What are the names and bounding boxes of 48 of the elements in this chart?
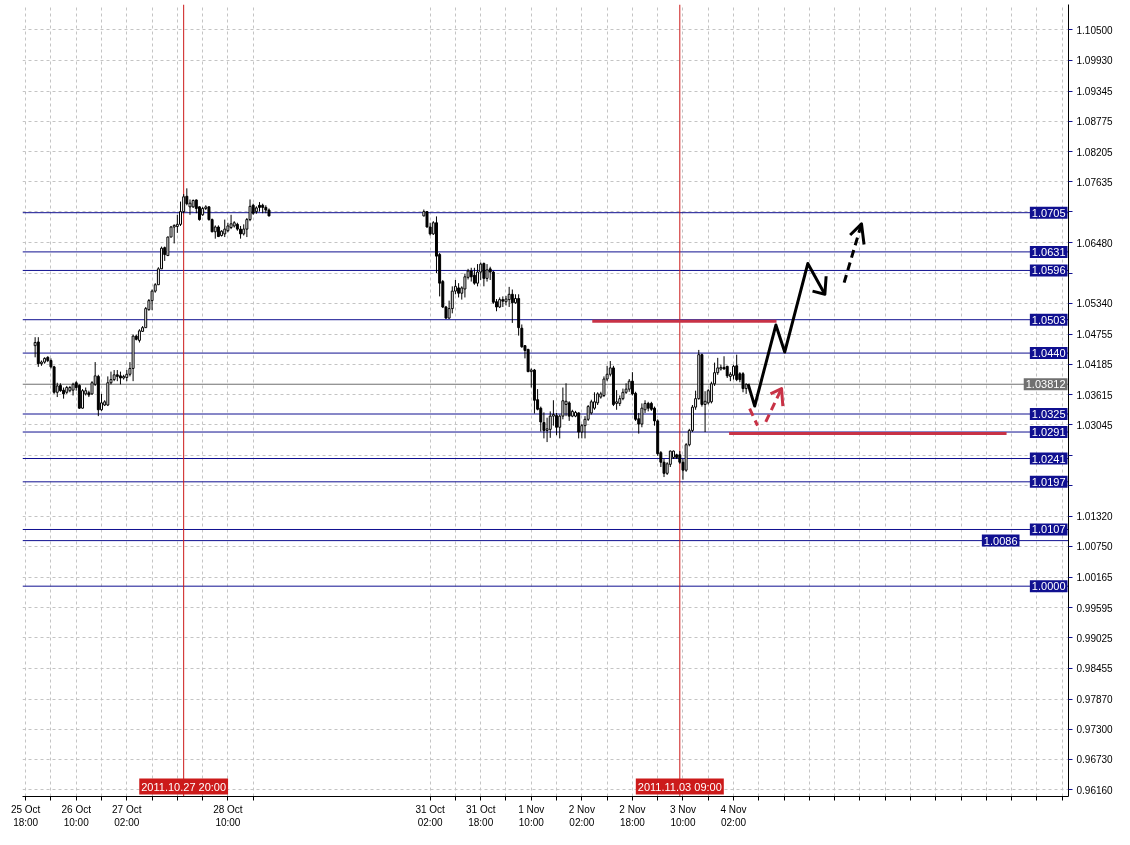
y-tick-label: 1.03045 bbox=[1076, 419, 1114, 431]
x-tick-label: 1 Nov 10:00 bbox=[518, 803, 545, 828]
y-tick-label: 1.07635 bbox=[1076, 176, 1114, 188]
x-tick-label: 25 Oct 18:00 bbox=[10, 803, 41, 828]
ref-line-label: 1.0197 bbox=[1031, 475, 1066, 488]
y-tick-label: 1.00165 bbox=[1076, 572, 1114, 584]
y-tick-label: 0.98455 bbox=[1076, 663, 1114, 675]
y-tick-label: 1.05340 bbox=[1076, 298, 1114, 310]
y-tick-label: 1.00750 bbox=[1076, 541, 1114, 553]
y-tick-label: 1.08205 bbox=[1076, 146, 1114, 158]
x-tick-label: 3 Nov 10:00 bbox=[669, 803, 697, 828]
y-tick-label: 1.04755 bbox=[1076, 329, 1114, 341]
y-tick-label: 0.99595 bbox=[1076, 602, 1114, 614]
x-tick-label: 2 Nov 18:00 bbox=[619, 803, 646, 828]
ref-line-label: 1.0107 bbox=[1031, 523, 1066, 536]
y-tick-label: 0.97300 bbox=[1076, 724, 1114, 736]
ref-line-label: 1.0705 bbox=[1031, 206, 1066, 219]
ref-line-label: 1.0291 bbox=[1031, 426, 1066, 439]
ref-line-label: 2011.10.27 20:00 bbox=[141, 780, 227, 793]
x-tick-label: 28 Oct 10:00 bbox=[213, 803, 243, 828]
y-tick-label: 1.10500 bbox=[1076, 24, 1114, 36]
y-tick-label: 1.06480 bbox=[1076, 237, 1114, 249]
x-tick-label: 4 Nov 02:00 bbox=[720, 803, 747, 828]
y-tick-label: 1.04185 bbox=[1076, 359, 1114, 371]
ref-line-label: 1.0086 bbox=[983, 534, 1018, 547]
y-tick-label: 1.09930 bbox=[1076, 55, 1114, 67]
ref-line-label: 2011.11.03 09:00 bbox=[637, 780, 722, 793]
ref-line-label: 1.0631 bbox=[1031, 245, 1066, 258]
x-tick-label: 27 Oct 02:00 bbox=[112, 803, 142, 828]
y-tick-label: 0.96160 bbox=[1076, 784, 1114, 796]
ref-line-label: 1.0325 bbox=[1031, 408, 1066, 421]
ref-line-label: 1.0000 bbox=[1031, 580, 1066, 593]
y-tick-label: 0.97870 bbox=[1076, 694, 1114, 706]
x-tick-label: 26 Oct 10:00 bbox=[61, 803, 92, 828]
x-tick-label: 31 Oct 02:00 bbox=[415, 803, 446, 828]
y-tick-label: 1.08775 bbox=[1076, 116, 1114, 128]
y-tick-label: 1.09345 bbox=[1076, 86, 1114, 98]
x-tick-label: 2 Nov 02:00 bbox=[568, 803, 595, 828]
ref-line-label: 1.03812 bbox=[1025, 378, 1066, 391]
ref-line-label: 1.0596 bbox=[1031, 264, 1066, 277]
ref-line-label: 1.0241 bbox=[1031, 452, 1066, 465]
ref-line-label: 1.0503 bbox=[1031, 313, 1066, 326]
y-tick-label: 1.01320 bbox=[1076, 511, 1114, 523]
y-tick-label: 0.96730 bbox=[1076, 754, 1114, 766]
ref-line-label: 1.0440 bbox=[1031, 347, 1066, 360]
y-tick-label: 1.03615 bbox=[1076, 389, 1114, 401]
y-tick-label: 0.99025 bbox=[1076, 632, 1114, 644]
x-tick-label: 31 Oct 18:00 bbox=[465, 803, 496, 828]
